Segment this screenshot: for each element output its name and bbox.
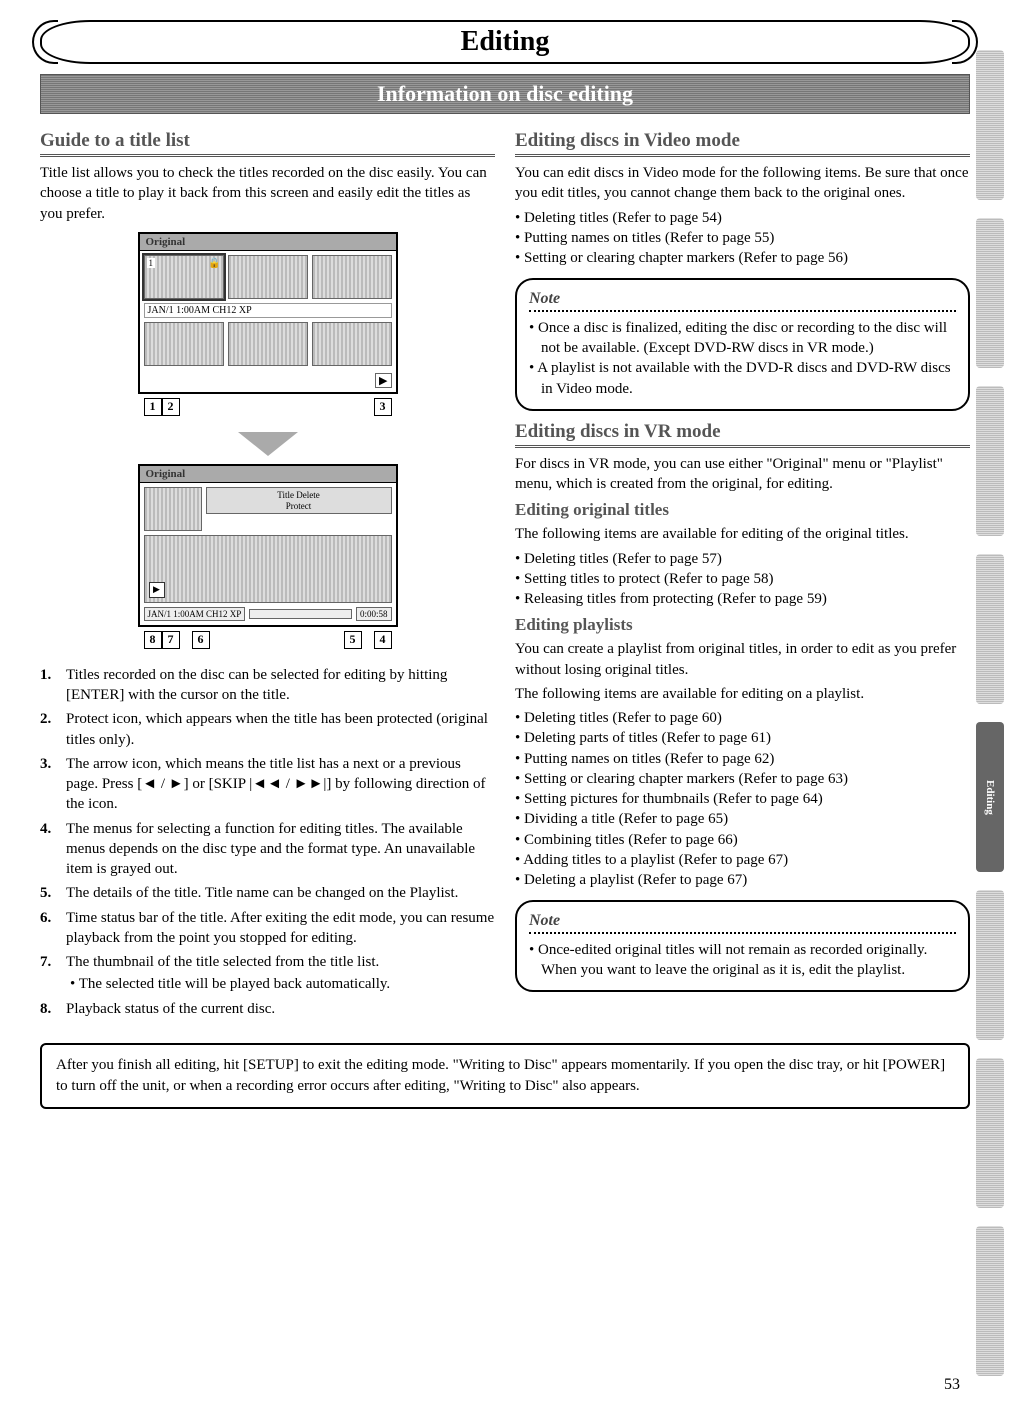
fig1-thumb-4	[144, 322, 224, 366]
video-heading: Editing discs in Video mode	[515, 130, 970, 157]
arrow-down-icon	[238, 432, 298, 456]
chapter-title: Editing	[40, 20, 970, 64]
video-bullet-2: Putting names on titles (Refer to page 5…	[515, 228, 970, 248]
orig-bullet-3: Releasing titles from protecting (Refer …	[515, 589, 970, 609]
vr-heading: Editing discs in VR mode	[515, 421, 970, 448]
fig2-menu-line2: Protect	[211, 501, 387, 512]
pl-bullets: Deleting titles (Refer to page 60) Delet…	[515, 708, 970, 890]
orig-subheading: Editing original titles	[515, 500, 970, 520]
num-item-6: Time status bar of the title. After exit…	[66, 908, 495, 949]
video-bullet-1: Deleting titles (Refer to page 54)	[515, 208, 970, 228]
pl-bullet-1: Deleting titles (Refer to page 60)	[515, 708, 970, 728]
orig-bullet-2: Setting titles to protect (Refer to page…	[515, 569, 970, 589]
page-number: 53	[944, 1376, 960, 1394]
orig-intro: The following items are available for ed…	[515, 524, 970, 544]
side-tab-3	[976, 386, 1004, 536]
orig-bullet-1: Deleting titles (Refer to page 57)	[515, 549, 970, 569]
fig2-header: Original	[140, 466, 396, 483]
pl-bullet-2: Deleting parts of titles (Refer to page …	[515, 728, 970, 748]
pl-bullet-5: Setting pictures for thumbnails (Refer t…	[515, 789, 970, 809]
video-intro: You can edit discs in Video mode for the…	[515, 163, 970, 204]
callout-2: 2	[162, 398, 180, 416]
fig2-caption-left: JAN/1 1:00AM CH12 XP	[144, 607, 246, 621]
callout-4: 4	[374, 631, 392, 649]
fig1-header: Original	[140, 234, 396, 251]
right-column: Editing discs in Video mode You can edit…	[515, 124, 970, 1023]
pl-intro2: The following items are available for ed…	[515, 684, 970, 704]
side-tab-editing: Editing	[976, 722, 1004, 872]
callout-8: 8	[144, 631, 162, 649]
callout-7: 7	[162, 631, 180, 649]
callout-1: 1	[144, 398, 162, 416]
lock-icon: 🔒	[208, 258, 220, 269]
video-bullet-3: Setting or clearing chapter markers (Ref…	[515, 248, 970, 268]
num-item-3: The arrow icon, which means the title li…	[66, 754, 495, 815]
numbered-list: 1.Titles recorded on the disc can be sel…	[40, 665, 495, 1019]
pl-bullet-7: Combining titles (Refer to page 66)	[515, 830, 970, 850]
note2-item-1: Once-edited original titles will not rem…	[529, 940, 956, 981]
note-box-1: Note Once a disc is finalized, editing t…	[515, 278, 970, 411]
fig2-thumb-1	[144, 487, 202, 531]
footer-box: After you finish all editing, hit [SETUP…	[40, 1043, 970, 1109]
num-item-2: Protect icon, which appears when the tit…	[66, 709, 495, 750]
side-tab-2	[976, 218, 1004, 368]
fig1-thumb-1: 1 🔒	[144, 255, 224, 299]
fig2-caption-right: 0:00:58	[356, 607, 392, 621]
callout-6: 6	[192, 631, 210, 649]
side-tab-1	[976, 50, 1004, 200]
fig2-menu: Title Delete Protect	[206, 487, 392, 515]
section-bar: Information on disc editing	[40, 74, 970, 114]
pl-bullet-4: Setting or clearing chapter markers (Ref…	[515, 769, 970, 789]
vr-intro: For discs in VR mode, you can use either…	[515, 454, 970, 495]
note-box-2: Note Once-edited original titles will no…	[515, 900, 970, 992]
fig2-preview: ▶	[144, 535, 392, 603]
callout-5: 5	[344, 631, 362, 649]
pl-bullet-8: Adding titles to a playlist (Refer to pa…	[515, 850, 970, 870]
side-tab-6	[976, 890, 1004, 1040]
fig1-caption: JAN/1 1:00AM CH12 XP	[144, 303, 392, 318]
num-item-1: Titles recorded on the disc can be selec…	[66, 665, 495, 706]
side-tabs: Editing	[976, 50, 1004, 1376]
video-bullets: Deleting titles (Refer to page 54) Putti…	[515, 208, 970, 269]
side-tab-4	[976, 554, 1004, 704]
note1-item-2: A playlist is not available with the DVD…	[529, 358, 956, 399]
fig1-thumb-3	[312, 255, 392, 299]
note1-label: Note	[529, 288, 956, 312]
pl-bullet-6: Dividing a title (Refer to page 65)	[515, 809, 970, 829]
pl-intro: You can create a playlist from original …	[515, 639, 970, 680]
num-item-4: The menus for selecting a function for e…	[66, 819, 495, 880]
play-icon: ▶	[149, 582, 165, 598]
pl-subheading: Editing playlists	[515, 615, 970, 635]
num-item-7: The thumbnail of the title selected from…	[66, 952, 495, 995]
fig1-thumb-6	[312, 322, 392, 366]
figure-1: Original 1 🔒 JAN/1 1:00AM CH12 XP	[40, 232, 495, 416]
num-item-7-sub: The selected title will be played back a…	[66, 974, 495, 994]
fig1-thumb1-label: 1	[147, 258, 156, 268]
num-item-5: The details of the title. Title name can…	[66, 883, 495, 903]
fig2-progress	[249, 609, 352, 619]
arrow-icon: ▶	[375, 373, 391, 388]
fig1-thumb-5	[228, 322, 308, 366]
num-item-8: Playback status of the current disc.	[66, 999, 495, 1019]
fig2-menu-line1: Title Delete	[211, 490, 387, 501]
note2-label: Note	[529, 910, 956, 934]
figure-2: Original Title Delete Protect ▶	[40, 464, 495, 649]
side-tab-8	[976, 1226, 1004, 1376]
guide-heading: Guide to a title list	[40, 130, 495, 157]
pl-bullet-9: Deleting a playlist (Refer to page 67)	[515, 870, 970, 890]
fig1-thumb-2	[228, 255, 308, 299]
orig-bullets: Deleting titles (Refer to page 57) Setti…	[515, 549, 970, 610]
note1-item-1: Once a disc is finalized, editing the di…	[529, 318, 956, 359]
left-column: Guide to a title list Title list allows …	[40, 124, 495, 1023]
pl-bullet-3: Putting names on titles (Refer to page 6…	[515, 749, 970, 769]
callout-3: 3	[374, 398, 392, 416]
side-tab-7	[976, 1058, 1004, 1208]
guide-intro: Title list allows you to check the title…	[40, 163, 495, 224]
